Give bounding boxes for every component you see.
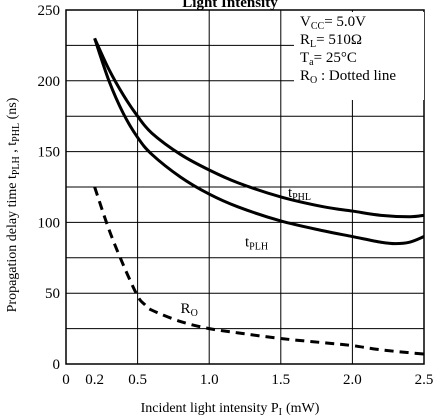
conditions-box [294,12,424,100]
condition-vcc: VCC= 5.0V [300,14,366,32]
condition-rl: RL= 510Ω [300,32,362,50]
condition-ta: Ta= 25°C [300,50,357,68]
series-line-tphl [93,37,425,219]
grid [66,10,424,364]
condition-ro: RO : Dotted line [300,68,396,86]
x-axis-ticks: 0 0.2 0.5 1.0 1.5 2.0 2.5 [62,372,433,388]
x-tick-label: 2.0 [343,372,362,388]
x-axis-label: Incident light intensity PI (mW) [141,401,320,418]
series-line-ro [93,186,425,356]
series-label-tphl: tPHL [288,185,311,203]
series-label-ro: RO [181,301,198,319]
y-tick-label: 250 [38,3,61,19]
x-tick-label: 0 [62,372,70,388]
y-tick-label: 0 [53,357,61,373]
y-axis-ticks: 0 50 100 150 200 250 [38,3,61,373]
plot-frame [65,9,425,365]
y-tick-label: 100 [38,215,61,231]
y-tick-label: 200 [38,74,61,90]
series-label-tplh: tPLH [245,234,268,252]
x-tick-label: 2.5 [415,372,434,388]
y-axis-label: Propagation delay time tPLH , tPHL (ns) [5,97,22,312]
x-tick-label: 0.2 [85,372,104,388]
series-line-tplh [93,37,425,246]
y-tick-label: 150 [38,145,61,161]
x-tick-label: 1.5 [271,372,290,388]
y-tick-label: 50 [45,286,60,302]
x-tick-label: 1.0 [200,372,219,388]
series-lines [93,37,425,356]
chart-title-fragment: Light Intensity [182,0,278,11]
x-tick-label: 0.5 [128,372,147,388]
series-labels: tPHL tPLH RO [181,185,311,319]
